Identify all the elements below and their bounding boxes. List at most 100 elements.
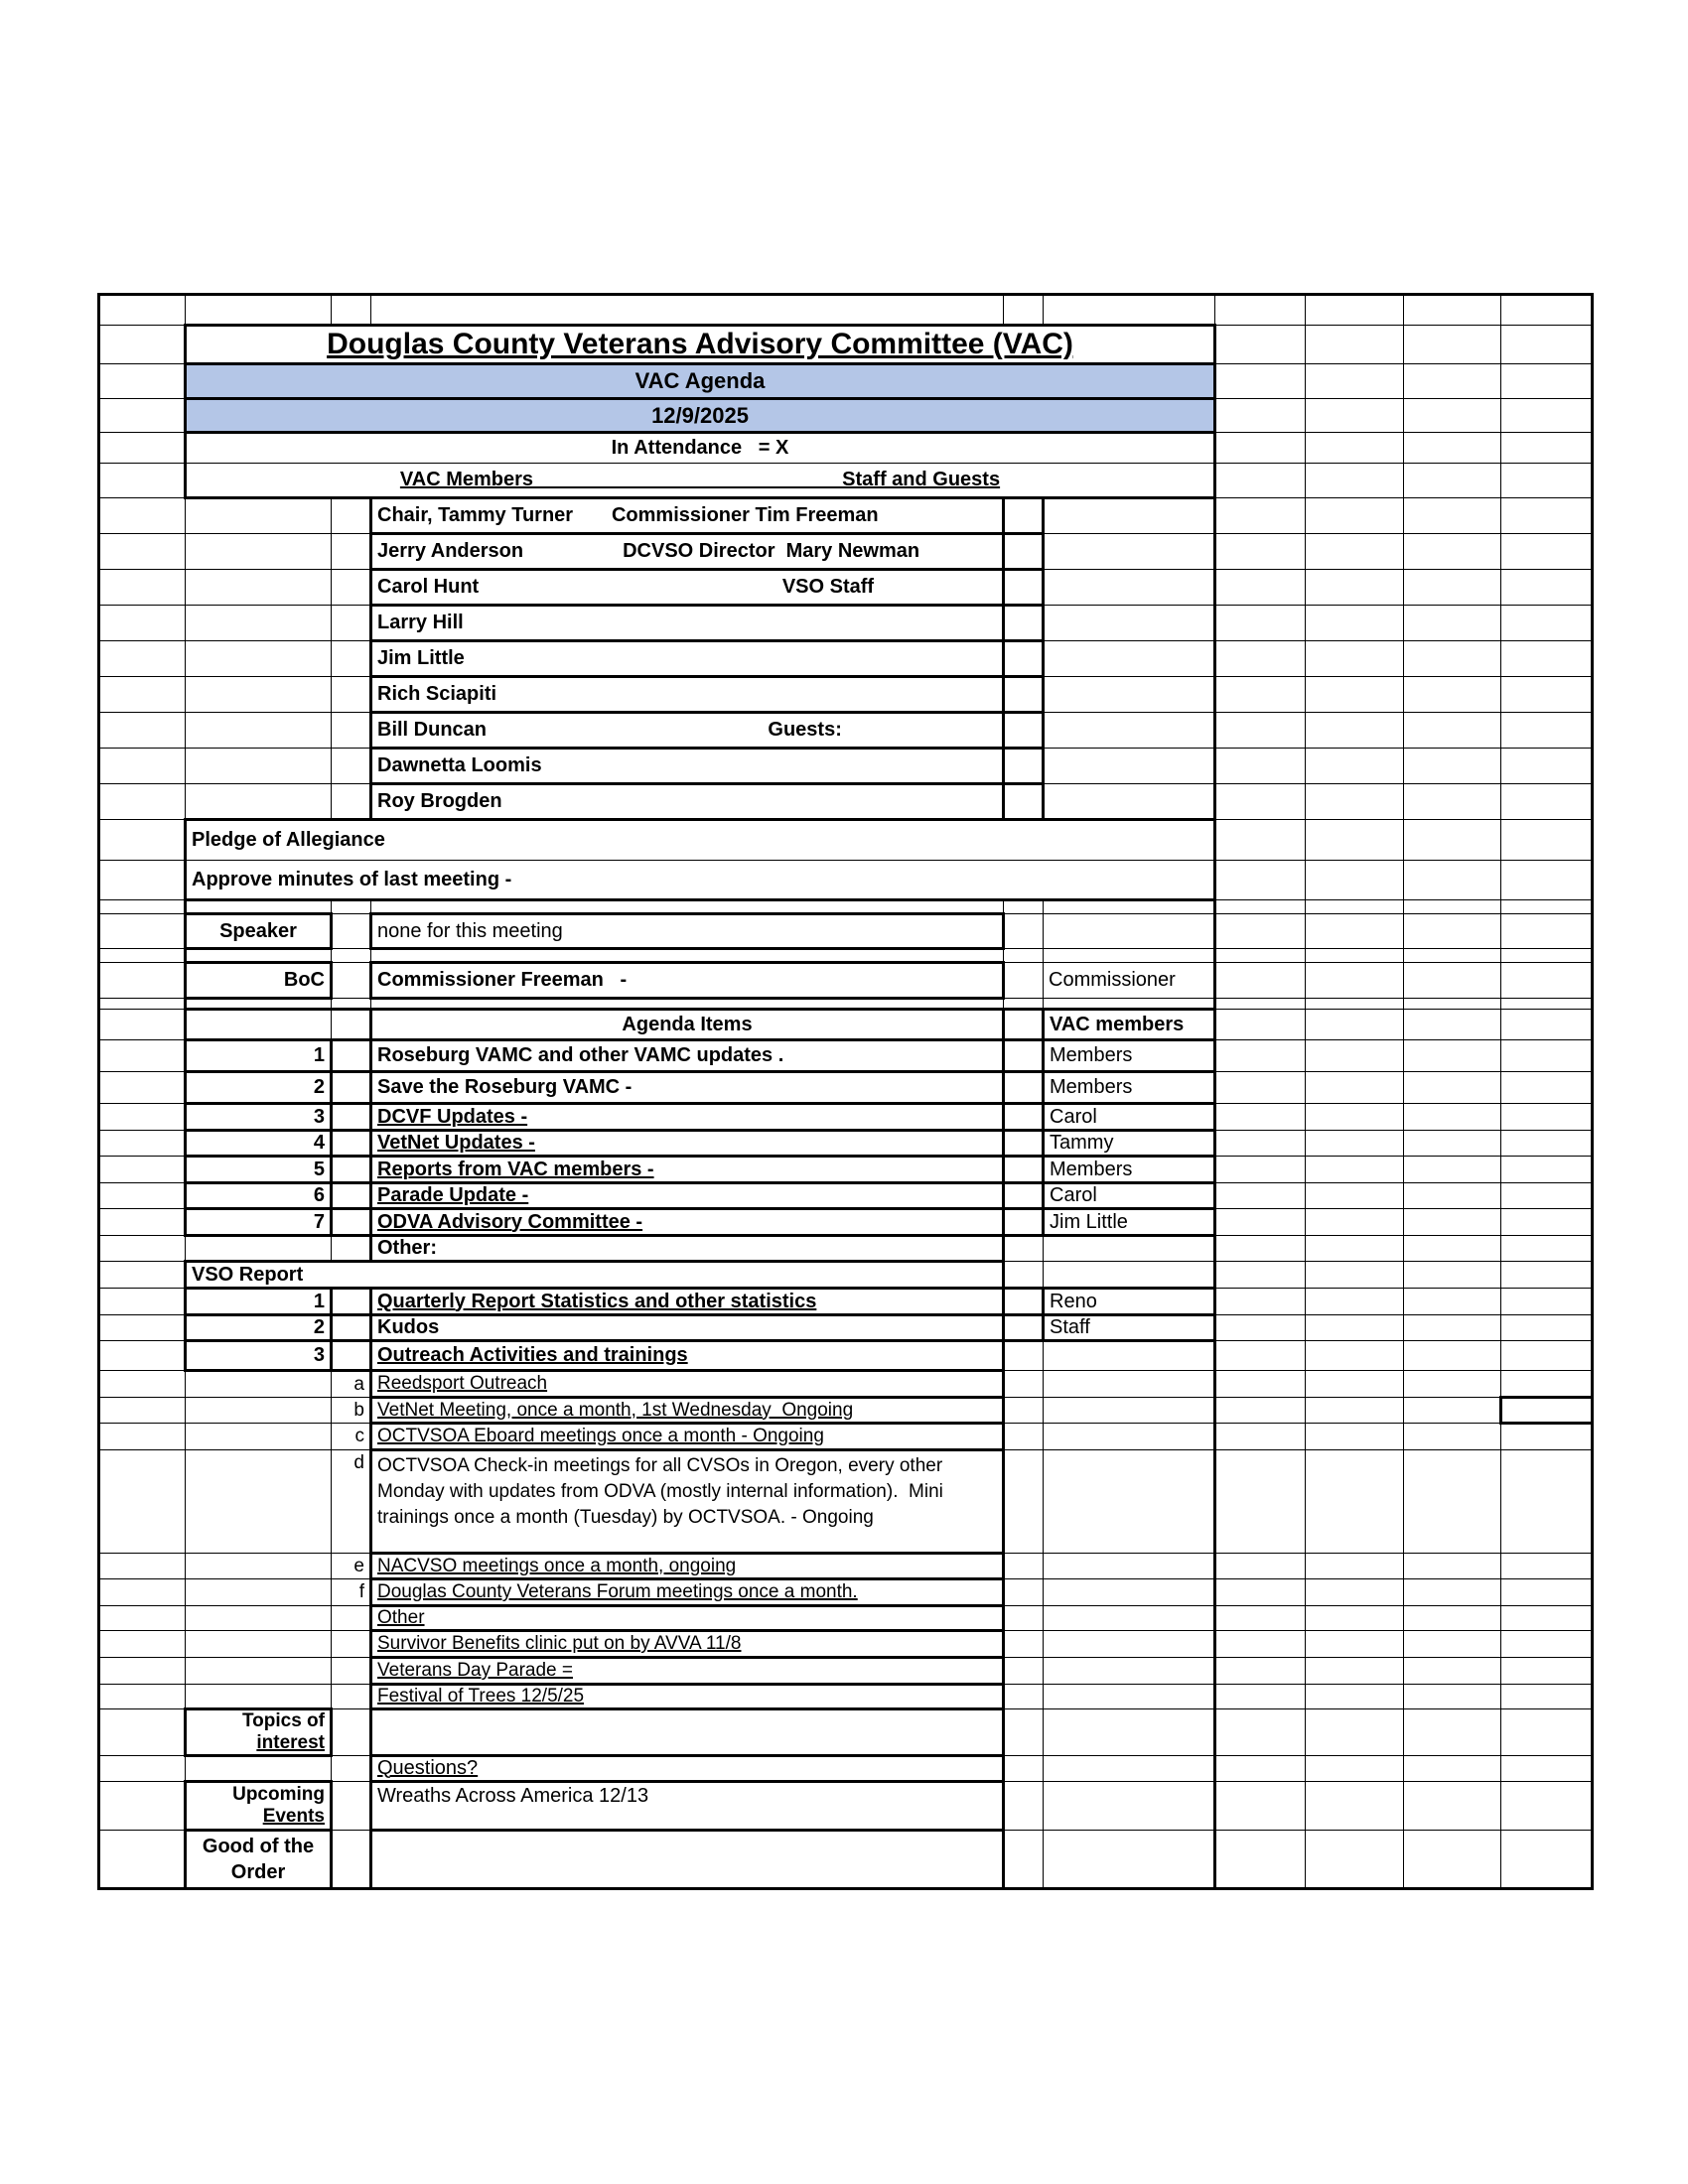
outreach-item-cell: NACVSO meetings once a month, ongoing: [369, 1552, 1005, 1580]
cell: [1214, 1009, 1306, 1040]
outreach-letter-cell: e: [331, 1553, 371, 1579]
sheet-row: 1 Roseburg VAMC and other VAMC updates . M…: [97, 1038, 1594, 1073]
sheet-row: 12/9/2025: [97, 398, 1594, 434]
cell: [1500, 860, 1594, 900]
cell: [1214, 1605, 1306, 1631]
sheet-row: 5 Reports from VAC members - Members: [97, 1155, 1594, 1184]
cell: [97, 1314, 186, 1341]
sheet-row: Pledge of Allegiance: [97, 818, 1594, 861]
cell: [97, 1261, 186, 1289]
sheet-row: [97, 948, 1594, 963]
cell: [1500, 962, 1594, 999]
cell: [1500, 1630, 1594, 1658]
cell: [1305, 463, 1404, 498]
cell: [97, 569, 186, 606]
sheet-row: e NACVSO meetings once a month, ongoing: [97, 1552, 1594, 1580]
item-owner-cell: Tammy: [1042, 1129, 1216, 1158]
cell: [1043, 1449, 1216, 1554]
vso-item-number-cell: 1: [184, 1287, 333, 1316]
cell: [1003, 1780, 1044, 1831]
member-name-cell: Dawnetta Loomis: [369, 747, 1005, 785]
cell: [184, 998, 332, 1010]
cell: [1214, 569, 1306, 606]
cell: [331, 1155, 371, 1184]
cell: [1214, 497, 1306, 534]
item-owner-cell: Carol: [1042, 1181, 1216, 1210]
cell: [1403, 1208, 1501, 1236]
cell: [1500, 998, 1594, 1010]
cell: [97, 1553, 186, 1579]
cell: [1403, 1103, 1501, 1131]
cell: [1403, 1182, 1501, 1209]
sheet-row: Dawnetta Loomis: [97, 747, 1594, 785]
cell: [97, 1039, 186, 1072]
cell: [1214, 860, 1306, 900]
note-cell: Other: [369, 1604, 1005, 1632]
cell: [1003, 1708, 1044, 1756]
cell: [1500, 363, 1594, 399]
cell: [1403, 640, 1501, 677]
cell: [1305, 1578, 1404, 1606]
cell: [184, 948, 332, 963]
cell: [1305, 1553, 1404, 1579]
cell: [331, 1630, 371, 1658]
cell: [1403, 533, 1501, 570]
cell: [1043, 640, 1216, 677]
topics-of-interest-label-cell: Topics of interest: [184, 1707, 333, 1757]
cell: [97, 1370, 186, 1398]
cell: [1305, 1423, 1404, 1450]
cell: [1403, 1261, 1501, 1289]
cell: [1305, 1130, 1404, 1157]
cell: [97, 783, 186, 820]
cell: [1403, 463, 1501, 498]
cell: [1003, 1754, 1044, 1782]
cell: [331, 1684, 371, 1709]
cell: [1500, 1039, 1594, 1072]
member-name-cell: Bill Duncan Guests:: [369, 711, 1005, 750]
sheet-row: 2 Save the Roseburg VAMC - Members: [97, 1070, 1594, 1105]
boc-label-cell: BoC: [184, 961, 333, 1000]
cell: [1214, 1071, 1306, 1104]
cell: [1500, 497, 1594, 534]
cell: [331, 1657, 371, 1685]
cell: [1305, 1340, 1404, 1371]
cell: [184, 1008, 332, 1041]
item-number-cell: 2: [184, 1070, 333, 1105]
cell: [1403, 1829, 1501, 1890]
cell: [97, 1657, 186, 1685]
cell: [1305, 1156, 1404, 1183]
cell: [1500, 605, 1594, 641]
cell: [1500, 1449, 1594, 1554]
cell: [1214, 1754, 1306, 1782]
cell: [1043, 712, 1216, 749]
cell: [1403, 605, 1501, 641]
cell: [1403, 676, 1501, 713]
cell: [185, 1423, 332, 1450]
cell: [97, 1605, 186, 1631]
cell: [1002, 1129, 1045, 1158]
agenda-item-cell: Reports from VAC members -: [369, 1155, 1005, 1184]
cell: [1305, 325, 1404, 364]
cell: [1214, 463, 1306, 498]
sheet-row: Festival of Trees 12/5/25: [97, 1683, 1594, 1710]
approve-minutes-cell: Approve minutes of last meeting -: [184, 860, 1216, 901]
cell: [1003, 1423, 1044, 1450]
cell: [1305, 569, 1404, 606]
cell: [1403, 712, 1501, 749]
agenda-item-cell: DCVF Updates -: [369, 1102, 1005, 1132]
member-name-cell: Chair, Tammy Turner Commissioner Tim Fre…: [369, 496, 1005, 535]
vso-item-number-cell: 2: [184, 1313, 333, 1342]
cell: [97, 819, 186, 861]
cell: [1305, 605, 1404, 641]
sheet-row: 1 Quarterly Report Statistics and other s…: [97, 1287, 1594, 1316]
cell: [1500, 1754, 1594, 1782]
cell: [1500, 1829, 1594, 1890]
cell: [331, 1181, 371, 1210]
note-cell: Veterans Day Parade =: [369, 1656, 1005, 1686]
cell: [1003, 962, 1044, 999]
cell: [1003, 1340, 1044, 1371]
cell-line: Events: [262, 1805, 325, 1827]
cell: [1043, 1829, 1216, 1890]
cell: [1214, 1039, 1306, 1072]
cell: [1305, 998, 1404, 1010]
